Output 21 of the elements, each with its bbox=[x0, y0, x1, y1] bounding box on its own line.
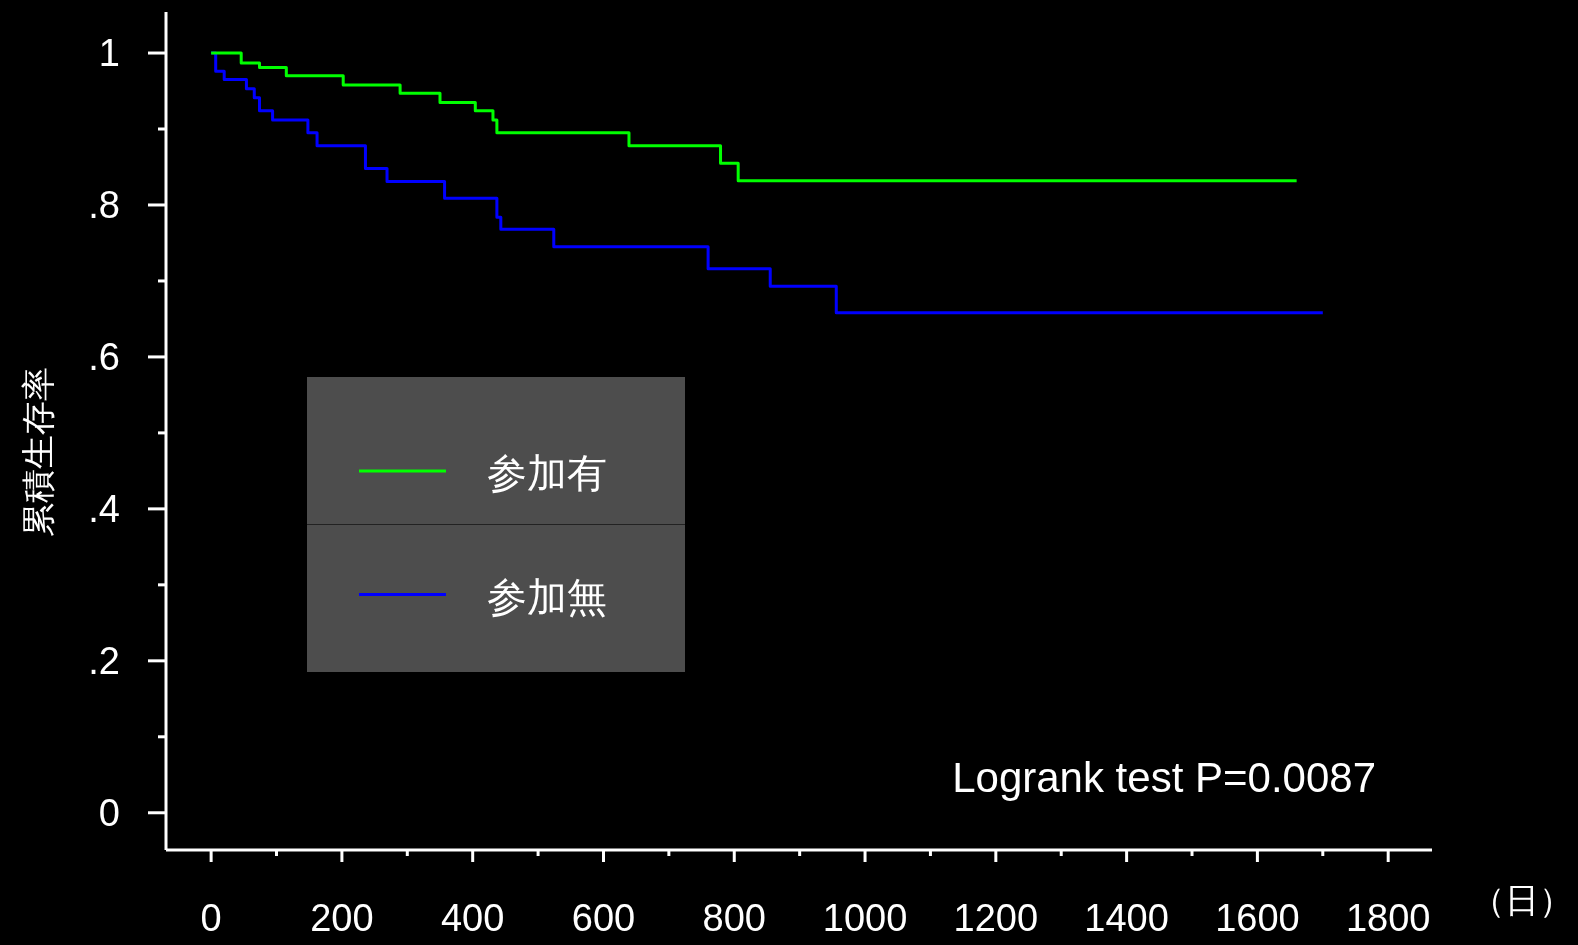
y-tick-label: 1 bbox=[98, 32, 120, 75]
x-tick-label: 200 bbox=[310, 897, 374, 939]
x-axis-title: （日） bbox=[1471, 881, 1573, 919]
x-tick-label: 800 bbox=[702, 897, 766, 939]
y-tick-label: .8 bbox=[88, 183, 120, 226]
y-tick-label: .2 bbox=[88, 639, 120, 682]
annotation: Logrank test P=0.0087 bbox=[952, 753, 1376, 801]
x-tick-label: 0 bbox=[200, 897, 222, 939]
x-tick-label: 1600 bbox=[1215, 897, 1300, 939]
x-tick-label: 1800 bbox=[1345, 897, 1431, 939]
x-tick-label: 1400 bbox=[1084, 897, 1169, 939]
x-tick-label: 1200 bbox=[953, 897, 1039, 939]
x-tick-label: 1000 bbox=[822, 897, 908, 939]
y-tick-label: .6 bbox=[88, 335, 120, 378]
legend-label: 参加有 bbox=[487, 451, 607, 495]
y-tick-label: .4 bbox=[88, 487, 120, 530]
y-axis-title: 累積生存率 bbox=[19, 367, 57, 537]
y-tick-label: 0 bbox=[98, 791, 120, 834]
x-tick-label: 600 bbox=[571, 897, 636, 939]
legend-label: 参加無 bbox=[487, 574, 607, 619]
x-tick-label: 400 bbox=[440, 897, 505, 939]
